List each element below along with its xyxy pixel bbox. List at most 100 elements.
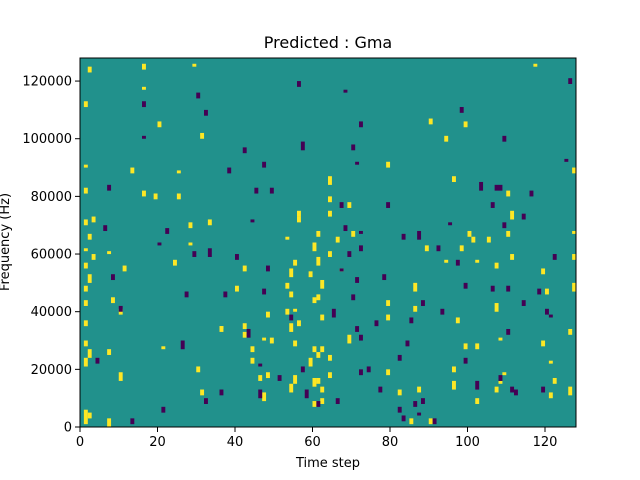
heatmap-cell-high (293, 375, 298, 384)
heatmap-cell-high (242, 331, 247, 338)
heatmap-cell-high (316, 256, 321, 266)
heatmap-cell-high (293, 259, 298, 266)
x-tick-label: 40 (227, 435, 244, 450)
heatmap-cell-high (312, 346, 317, 353)
heatmap-cell-high (548, 392, 553, 399)
heatmap-cell-low (545, 308, 549, 315)
heatmap-cell-high (316, 230, 321, 237)
heatmap-cell-low (401, 233, 406, 240)
heatmap-cell-high (83, 248, 88, 252)
heatmap-cell-high (475, 398, 480, 404)
heatmap-cell-low (142, 101, 146, 108)
heatmap-cell-low (440, 308, 445, 315)
heatmap-cell-high (572, 282, 577, 292)
heatmap-cell-high (347, 202, 352, 208)
heatmap-cell-low (204, 109, 208, 116)
heatmap-cell-low (343, 89, 348, 93)
heatmap-cell-low (269, 187, 274, 194)
heatmap-cell-high (475, 259, 480, 263)
heatmap-cell-low (564, 158, 569, 162)
heatmap-cell-high (83, 285, 88, 292)
heatmap-cell-low (157, 242, 162, 246)
heatmap-cell-high (83, 357, 88, 367)
heatmap-cell-low (355, 277, 360, 283)
heatmap-cell-high (386, 314, 391, 321)
heatmap-cell-low (297, 81, 301, 87)
heatmap-cell-low (498, 184, 503, 191)
heatmap-cell-low (242, 147, 247, 154)
heatmap-cell-low (521, 300, 526, 306)
heatmap-cell-low (490, 202, 495, 208)
heatmap-cell-high (494, 386, 499, 393)
heatmap-cell-high (502, 372, 507, 376)
y-tick-label: 0 (64, 421, 72, 436)
heatmap-cell-low (436, 245, 441, 252)
heatmap-cell-low (521, 213, 526, 220)
heatmap-cell-high (142, 190, 146, 197)
heatmap-cell-high (506, 190, 511, 197)
heatmap-cell-high (293, 308, 298, 312)
heatmap-cell-low (397, 354, 402, 361)
x-tick-label: 20 (149, 435, 166, 450)
heatmap-cell-low (374, 320, 379, 327)
heatmap-cell-low (366, 366, 371, 373)
heatmap-cell-low (111, 274, 115, 281)
heatmap-cell-high (285, 308, 290, 315)
heatmap-cell-high (312, 297, 317, 304)
heatmap-cell-low (510, 386, 515, 393)
heatmap-cell-low (196, 92, 201, 99)
heatmap-cell-low (359, 245, 363, 252)
heatmap-cell-high (316, 377, 321, 384)
heatmap-cell-high (297, 210, 301, 217)
heatmap-cell-low (448, 222, 453, 226)
heatmap-cell-high (111, 297, 115, 304)
heatmap-cell-high (328, 210, 332, 217)
heatmap-cell-low (506, 285, 511, 292)
heatmap-cell-low (227, 167, 232, 174)
heatmap-cell-low (223, 291, 228, 298)
heatmap-cell-high (188, 222, 193, 229)
heatmap-cell-low (258, 389, 263, 399)
heatmap-cell-high (293, 340, 298, 347)
heatmap-cell-low (463, 357, 468, 364)
heatmap-cell-low (262, 161, 267, 168)
heatmap-cell-high (130, 167, 135, 174)
heatmap-cell-low (463, 282, 468, 289)
heatmap-cell-high (87, 349, 92, 358)
heatmap-cell-high (312, 401, 317, 407)
heatmap-cell-low (339, 268, 344, 272)
heatmap-cell-high (463, 343, 468, 350)
heatmap-cell-high (87, 274, 92, 283)
heatmap-cell-low (401, 415, 406, 422)
heatmap-cell-low (541, 386, 546, 393)
heatmap-cell-high (161, 346, 166, 350)
heatmap-cell-low (479, 181, 484, 191)
heatmap-cell-low (339, 202, 344, 208)
heatmap-cell-high (397, 389, 402, 396)
heatmap-cell-high (91, 216, 96, 223)
heatmap-cell-low (300, 366, 305, 373)
heatmap-cell-low (568, 78, 573, 84)
heatmap-cell-low (498, 375, 503, 381)
heatmap-cell-high (262, 337, 267, 341)
heatmap-cell-high (83, 187, 88, 194)
heatmap-cell-low (95, 357, 100, 364)
heatmap-cell-high (83, 219, 88, 226)
heatmap-cell-high (320, 314, 325, 321)
heatmap-cell-high (200, 132, 205, 139)
heatmap-cell-low (413, 401, 418, 407)
heatmap-cell-high (335, 236, 340, 243)
heatmap-cell-high (568, 386, 573, 396)
heatmap-cell-high (452, 380, 456, 390)
heatmap-cell-low (506, 328, 511, 335)
heatmap-cell-high (413, 282, 418, 292)
heatmap-cell-low (351, 294, 356, 301)
heatmap-cell-high (510, 254, 515, 260)
heatmap-cell-high (289, 383, 294, 393)
heatmap-cell-low (502, 135, 507, 142)
heatmap-cell-low (142, 135, 146, 139)
chart-title: Predicted : Gma (264, 33, 392, 52)
heatmap-cell-high (289, 323, 294, 332)
heatmap-cell-high (297, 216, 301, 223)
heatmap-cell-low (161, 406, 166, 413)
